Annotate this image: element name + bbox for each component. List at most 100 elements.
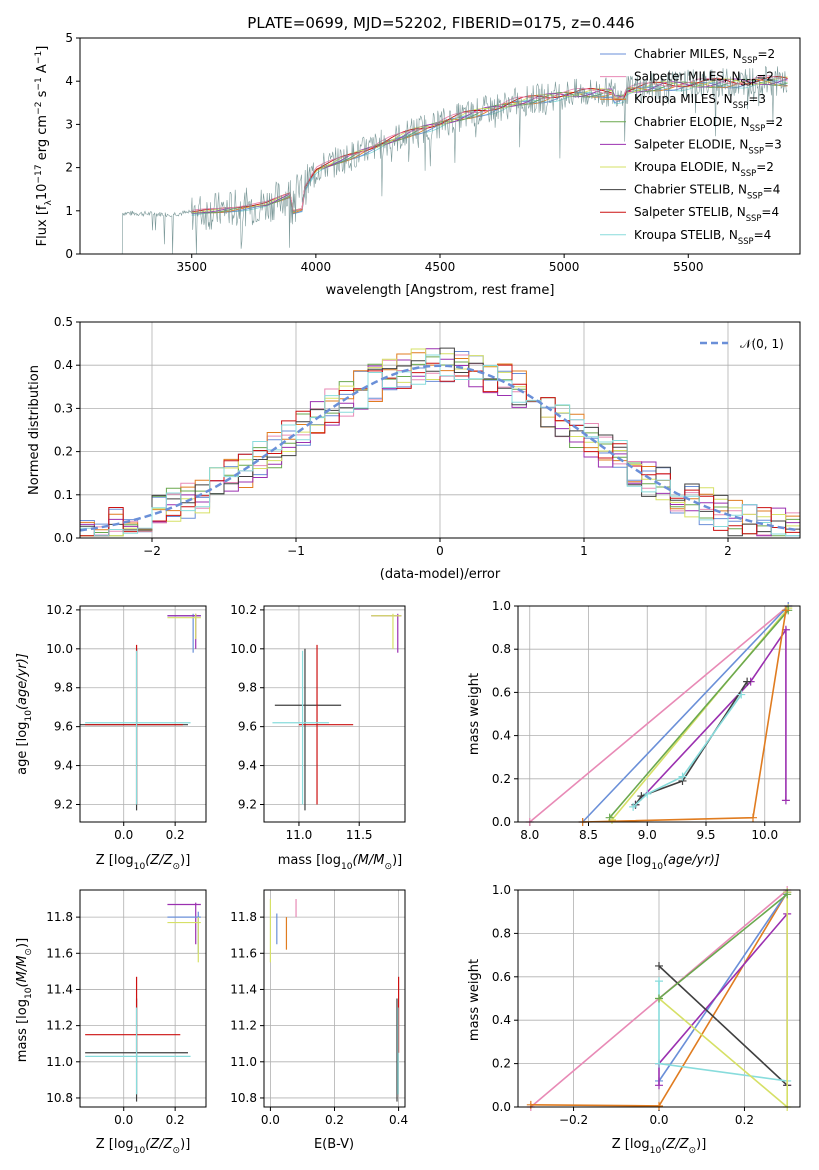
weight-marker [749,813,757,822]
weight-marker [655,1101,663,1110]
label-part: ⊙ [173,1146,181,1156]
label-part: (age/yr)] [663,853,720,868]
label-part: SSP [741,78,757,88]
axes-frame [79,321,801,539]
x-tick-label: 0.2 [735,1113,754,1127]
x-tick-label: 10.0 [751,828,778,842]
label-part: −1 [34,51,44,64]
label-part: SSP [746,213,762,223]
label-part: =2 [757,47,775,61]
label-part: =3 [764,137,782,151]
weight-line-4 [634,627,787,806]
y-tick-label: 10.0 [230,642,257,656]
z-axis-label: Z [log10(Z/Z⊙)] [96,853,191,872]
age-axis-label: age [log10(age/yr)] [15,653,34,775]
y-tick-label: 0.0 [54,531,73,545]
x-tick-label: 0.2 [166,1113,185,1127]
axes-frame [79,37,801,255]
label-part: 10 [24,987,34,999]
x-tick-label: −2 [143,544,161,558]
y-tick-label: 4 [65,74,73,88]
y-tick-label: 11.2 [230,1019,257,1033]
weight-marker [737,690,746,699]
weight-marker [605,813,614,822]
label-part: 10 [650,1146,662,1156]
label-part: )] [696,1137,706,1152]
weight-marker [781,606,790,615]
y-tick-label: 0.0 [492,1100,511,1114]
label-part: 10 [651,862,663,872]
label-part: Kroupa STELIB, N [634,228,738,242]
label-part: 10 [134,862,146,872]
label-part: s [35,90,50,101]
z-axis-label: Z [log10(Z/Z⊙)] [612,1137,707,1156]
label-part: −17 [34,164,44,183]
x-tick-label: 4500 [425,260,456,274]
label-part: Z [log [612,1137,650,1152]
y-tick-label: 1.0 [492,599,511,613]
y-tick-label: 11.2 [46,1019,73,1033]
axes-frame [79,889,207,1108]
label-part: mass [log [15,999,30,1062]
y-tick-label: 11.0 [230,1055,257,1069]
legend-entry: Kroupa STELIB, NSSP=4 [634,228,771,246]
observed-spectrum [121,65,788,255]
y-tick-label: 10.8 [46,1091,73,1105]
x-tick-label: 11.5 [346,828,373,842]
y-tick-label: 10.2 [230,603,257,617]
label-part: Flux [f [35,205,50,246]
y-tick-label: 11.4 [230,982,257,996]
label-part: (M/M [353,853,385,868]
label-part: (Z/Z [145,1137,173,1152]
mass-axis-label: mass [log10(M/M⊙)] [278,853,402,872]
y-tick-label: 0.0 [492,815,511,829]
x-tick-label: 3500 [176,260,207,274]
y-tick-label: 9.6 [238,720,257,734]
weight-marker [781,796,790,805]
legend-entry: Kroupa ELODIE, NSSP=2 [634,160,774,178]
y-tick-label: 5 [65,31,73,45]
y-tick-label: 0.4 [492,729,511,743]
normal-curve [79,364,801,532]
label-part: Chabrier MILES, N [634,47,742,61]
label-part: SSP [742,55,758,65]
label-part: SSP [733,100,749,110]
y-tick-label: 3 [65,117,73,131]
x-tick-label: 0.0 [114,828,133,842]
y-tick-label: 9.4 [238,759,257,773]
x-tick-label: 4000 [301,260,332,274]
label-part: (age/yr)] [15,653,30,710]
mass-axis-label: mass [log10(M/M⊙)] [15,938,34,1062]
y-tick-label: 0.4 [54,358,73,372]
x-tick-label: 0.2 [166,828,185,842]
y-tick-label: 0.2 [492,772,511,786]
y-tick-label: 10.8 [230,1091,257,1105]
weight-line-8 [658,981,788,1082]
weight-marker [655,1059,663,1068]
label-part: age [log [598,853,651,868]
x-tick-label: 8.5 [579,828,598,842]
weight-marker [643,789,652,798]
label-part: Chabrier ELODIE, N [634,115,750,129]
x-tick-label: 0 [436,544,444,558]
label-part: =2 [756,70,774,84]
label-part: A [35,64,50,77]
x-tick-label: 8.0 [520,828,539,842]
weight-line-6 [658,965,788,1086]
label-part: −1 [34,77,44,90]
label-part: ⊙ [173,862,181,872]
x-tick-label: 2 [724,544,732,558]
weight-marker [678,772,687,781]
weight-line-3 [608,609,789,819]
label-part: Salpeter ELODIE, N [634,137,748,151]
y-axis-label: mass weight [467,959,482,1041]
x-axis-label: (data-model)/error [380,567,501,582]
label-part: 10 [341,862,353,872]
x-tick-label: 0.0 [114,1113,133,1127]
y-tick-label: 9.8 [54,681,73,695]
y-axis-label: Flux [fλ10−17 erg cm−2 s−1 A−1] [34,46,54,247]
label-part: SSP [738,236,754,246]
y-tick-label: 0.6 [492,685,511,699]
weight-line-1 [529,605,789,823]
